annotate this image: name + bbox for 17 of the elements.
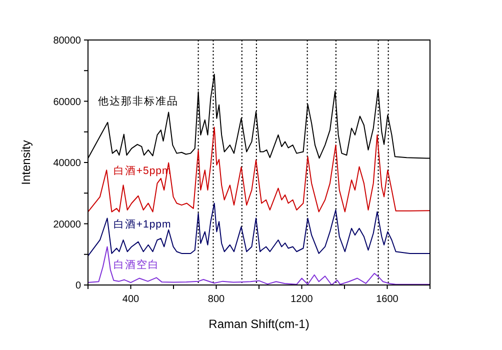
line-series xyxy=(88,246,430,286)
y-tick-label: 40000 xyxy=(53,158,82,169)
y-axis-title: Intensity xyxy=(19,140,33,185)
series-label: 白酒空白 xyxy=(113,258,160,271)
x-tick-label: 1600 xyxy=(376,294,399,305)
line-series xyxy=(88,126,430,212)
y-tick-label: 80000 xyxy=(53,36,82,46)
y-tick-label: 60000 xyxy=(53,96,82,108)
line-series xyxy=(88,202,430,256)
series-label: 他达那非标准品 xyxy=(98,94,178,108)
y-tick-label: 0 xyxy=(75,280,82,292)
y-tick-label: 20000 xyxy=(53,219,82,230)
x-tick-label: 1200 xyxy=(290,294,314,305)
x-tick-label: 400 xyxy=(122,294,140,305)
x-tick-label: 800 xyxy=(208,294,226,305)
series-label: 白酒+1ppm xyxy=(113,218,172,231)
x-axis-title: Raman Shift(cm-1) xyxy=(208,317,310,331)
